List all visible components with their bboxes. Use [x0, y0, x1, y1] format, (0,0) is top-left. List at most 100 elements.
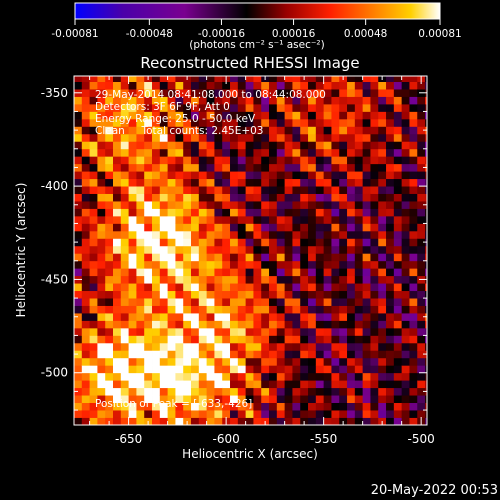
heatmap-cell [300, 238, 309, 247]
heatmap-cell [113, 76, 122, 82]
heatmap-cell [261, 186, 270, 194]
heatmap-cell [315, 417, 325, 425]
heatmap-cell [81, 230, 91, 239]
heatmap-cell [120, 126, 130, 135]
heatmap-cell [378, 342, 387, 351]
heatmap-cell [89, 313, 98, 321]
heatmap-cell [167, 163, 176, 172]
heatmap-cell [97, 111, 106, 120]
heatmap-cell [300, 171, 309, 180]
heatmap-cell [128, 402, 137, 411]
heatmap-cell [393, 215, 403, 224]
heatmap-cell [276, 223, 286, 232]
heatmap-cell [292, 178, 301, 187]
heatmap-cell [370, 402, 379, 411]
heatmap-cell [276, 118, 286, 127]
heatmap-cell [152, 335, 161, 344]
heatmap-cell [323, 342, 332, 351]
heatmap-cell [354, 320, 364, 329]
heatmap-cell [323, 103, 332, 112]
heatmap-cell [198, 118, 208, 127]
heatmap-cell [206, 96, 215, 105]
heatmap-cell [339, 193, 348, 202]
heatmap-cell [152, 395, 161, 404]
heatmap-cell [401, 103, 410, 112]
heatmap-cell [370, 103, 379, 112]
heatmap-cell [323, 193, 332, 202]
heatmap-cell [237, 283, 247, 292]
heatmap-cell [237, 76, 247, 82]
heatmap-cell [89, 305, 98, 314]
heatmap-cell [144, 156, 153, 165]
heatmap-cell [144, 410, 153, 418]
heatmap-cell [81, 186, 91, 194]
heatmap-cell [269, 350, 278, 359]
heatmap-cell [191, 305, 200, 314]
heatmap-cell [331, 178, 340, 187]
heatmap-cell [347, 201, 356, 209]
heatmap-cell [276, 365, 286, 374]
heatmap-cell [113, 402, 122, 411]
heatmap-cell [175, 81, 184, 90]
heatmap-cell [74, 126, 83, 135]
heatmap-cell [339, 148, 348, 157]
heatmap-cell [113, 118, 122, 127]
heatmap-cell [393, 305, 403, 314]
heatmap-cell [300, 320, 309, 329]
heatmap-cell [113, 283, 122, 292]
heatmap-cell [74, 81, 83, 90]
heatmap-cell [386, 372, 395, 381]
heatmap-cell [284, 201, 293, 209]
heatmap-cell [183, 410, 192, 418]
heatmap-cell [354, 148, 364, 157]
heatmap-cell [159, 81, 169, 90]
heatmap-cell [425, 156, 427, 165]
heatmap-cell [222, 171, 231, 180]
heatmap-cell [378, 365, 387, 374]
heatmap-cell [245, 133, 254, 142]
heatmap-cell [113, 178, 122, 187]
heatmap-cell [417, 118, 426, 127]
heatmap-cell [401, 417, 410, 425]
heatmap-cell [136, 230, 145, 239]
heatmap-cell [370, 395, 379, 404]
heatmap-cell [409, 89, 418, 97]
heatmap-cell [276, 133, 286, 142]
heatmap-cell [362, 76, 371, 82]
heatmap-cell [370, 215, 379, 224]
heatmap-cell [136, 163, 145, 172]
heatmap-cell [206, 208, 215, 217]
heatmap-cell [425, 380, 427, 389]
heatmap-cell [261, 305, 270, 314]
heatmap-cell [198, 148, 208, 157]
heatmap-cell [159, 76, 169, 82]
heatmap-cell [214, 238, 223, 247]
heatmap-cell [393, 357, 403, 366]
heatmap-cell [167, 89, 176, 97]
heatmap-cell [417, 372, 426, 381]
heatmap-cell [113, 365, 122, 374]
colorbar-tick-label: -0.00048 [126, 28, 173, 40]
heatmap-cell [89, 126, 98, 135]
heatmap-cell [74, 283, 83, 292]
heatmap-cell [269, 357, 278, 366]
heatmap-cell [136, 305, 145, 314]
heatmap-cell [113, 357, 122, 366]
heatmap-cell [315, 357, 325, 366]
heatmap-cell [175, 223, 184, 232]
heatmap-cell [362, 253, 371, 262]
heatmap-cell [323, 156, 332, 165]
heatmap-cell [245, 81, 254, 90]
heatmap-cell [113, 298, 122, 306]
heatmap-cell [370, 193, 379, 202]
heatmap-cell [128, 357, 137, 366]
heatmap-cell [284, 387, 293, 396]
heatmap-cell [136, 372, 145, 381]
heatmap-cell [105, 201, 114, 209]
heatmap-cell [97, 163, 106, 172]
heatmap-cell [417, 320, 426, 329]
heatmap-cell [276, 81, 286, 90]
heatmap-cell [284, 103, 293, 112]
heatmap-cell [370, 81, 379, 90]
heatmap-cell [214, 327, 223, 336]
